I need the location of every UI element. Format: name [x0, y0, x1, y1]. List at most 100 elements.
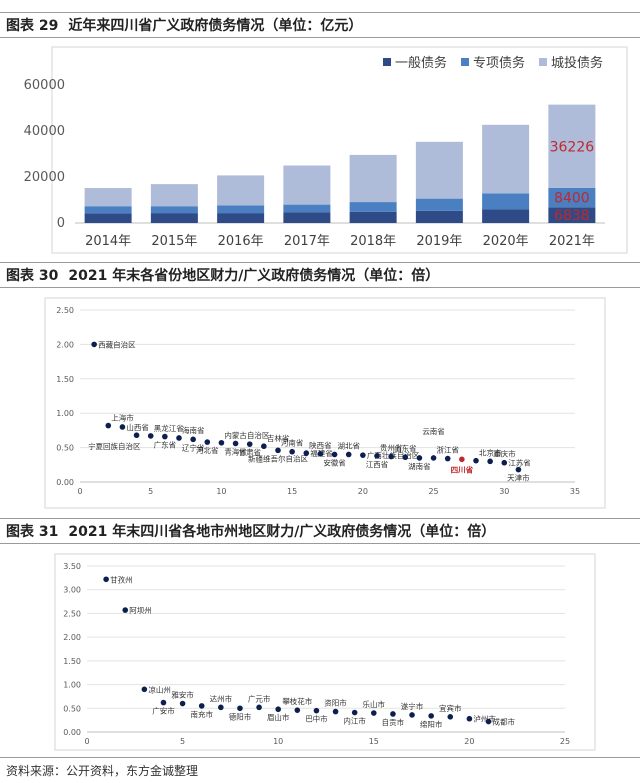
point-label: 辽宁省 — [182, 442, 205, 452]
x-tick-label: 35 — [570, 487, 580, 496]
data-point — [428, 713, 434, 719]
point-label: 湖北省 — [337, 440, 360, 450]
x-tick-label: 2019年 — [416, 234, 462, 249]
y-tick-label: 0.50 — [63, 704, 81, 713]
point-label: 内江市 — [343, 716, 366, 726]
point-label: 山西省 — [126, 422, 149, 432]
bar-segment — [217, 205, 265, 214]
y-tick-label: 1.50 — [63, 657, 81, 666]
data-point — [459, 456, 465, 463]
data-point — [103, 576, 109, 583]
data-point — [232, 440, 239, 447]
x-tick-label: 2014年 — [85, 234, 131, 249]
data-point — [390, 711, 396, 717]
y-tick-label: 60000 — [24, 78, 65, 93]
y-tick-label: 20000 — [24, 170, 65, 185]
x-tick-label: 15 — [287, 487, 297, 496]
point-label: 浙江省 — [436, 445, 459, 455]
point-label: 江西省 — [366, 459, 389, 469]
point-label: 南充市 — [190, 709, 213, 719]
data-point — [430, 455, 437, 461]
bar-segment — [283, 204, 331, 213]
x-tick-label: 20 — [464, 737, 474, 746]
legend-swatch — [383, 58, 391, 66]
point-label: 自贡市 — [382, 717, 405, 727]
data-point — [402, 454, 409, 461]
point-label: 西藏自治区 — [98, 339, 136, 349]
x-tick-label: 0 — [77, 487, 82, 496]
point-label: 泸州市 — [473, 714, 496, 724]
y-tick-label: 0.00 — [63, 728, 81, 737]
point-label: 吉林省 — [267, 433, 290, 443]
data-point — [294, 707, 301, 713]
y-tick-label: 2.50 — [56, 306, 74, 315]
bar-segment — [548, 104, 596, 188]
city-scatter-panel: 0.00 0.50 1.00 1.50 2.00 2.50 3.00 3.50 0 5 10 15 20… — [0, 546, 640, 756]
province-scatter-chart: 0.00 0.50 1.00 1.50 2.00 2.50 0 5 10 15 20 25 30 35 西藏… — [44, 297, 606, 509]
data-point — [162, 433, 168, 440]
figure-title-text: 2021 年末各省份地区财力/广义政府债务情况（单位：倍） — [68, 268, 440, 284]
x-tick-label: 10 — [273, 737, 283, 746]
figure-title-text: 近年来四川省广义政府债务情况（单位：亿元） — [68, 18, 363, 34]
data-label: 36226 — [550, 139, 595, 155]
x-tick-label: 25 — [560, 737, 570, 746]
data-point — [371, 710, 377, 716]
data-point — [374, 453, 380, 459]
data-point — [303, 450, 310, 456]
legend-swatch — [539, 58, 547, 66]
x-tick-label: 2015年 — [151, 234, 197, 249]
bar-segment — [217, 175, 265, 206]
point-label: 江苏省 — [508, 458, 531, 468]
y-tick-label: 0 — [57, 216, 65, 231]
stacked-bar-chart: 0 20000 40000 60000 2014年 2015年 2016年 2017年 2018… — [24, 46, 628, 254]
data-point — [141, 686, 148, 693]
data-point — [416, 455, 423, 461]
figure-30-title: 图表 30 2021 年末各省份地区财力/广义政府债务情况（单位：倍） — [0, 262, 640, 288]
point-label: 四川省 — [451, 464, 474, 474]
point-label: 资阳市 — [324, 698, 347, 708]
point-label: 巴中市 — [305, 714, 328, 724]
data-point — [256, 704, 262, 711]
point-label: 贵州省 — [380, 443, 403, 453]
data-point — [190, 436, 196, 443]
legend-label: 一般债务 — [395, 55, 447, 71]
x-tick-label: 5 — [180, 737, 185, 746]
city-scatter-chart: 0.00 0.50 1.00 1.50 2.00 2.50 3.00 3.50 0 5 10 15 20… — [54, 553, 596, 751]
x-tick-label: 2016年 — [218, 234, 264, 249]
data-point — [331, 451, 338, 458]
y-tick-label: 0.50 — [56, 444, 74, 453]
point-label: 攀枝花市 — [282, 696, 312, 706]
bar-segment — [482, 193, 530, 210]
data-point — [275, 706, 282, 713]
point-label: 北京市 — [479, 448, 502, 458]
data-point — [515, 466, 522, 473]
y-tick-label: 0.00 — [56, 478, 74, 487]
point-label: 内蒙古自治区 — [224, 430, 269, 440]
point-label: 陕西省 — [309, 440, 332, 450]
y-tick-label: 3.50 — [63, 562, 81, 571]
data-point — [501, 459, 508, 466]
x-tick-label: 10 — [216, 487, 226, 496]
data-label: 8400 — [554, 191, 590, 207]
bar-segment — [84, 206, 132, 214]
data-point — [409, 712, 415, 718]
legend-label: 专项债务 — [473, 55, 525, 71]
point-label: 青海省 — [224, 446, 247, 456]
data-point — [360, 452, 366, 458]
bar-chart-panel: 0 20000 40000 60000 2014年 2015年 2016年 2017年 2018… — [0, 40, 640, 260]
bar-segment — [150, 206, 198, 214]
point-label: 安徽省 — [323, 457, 346, 467]
data-point — [447, 714, 454, 720]
data-point — [119, 424, 126, 430]
point-label: 乐山市 — [363, 699, 386, 709]
figure-number: 图表 31 — [6, 524, 59, 540]
bar-segment — [349, 211, 397, 223]
data-point — [487, 458, 493, 465]
bar-segment — [283, 212, 331, 223]
data-point — [261, 443, 267, 450]
point-label: 广安市 — [152, 706, 175, 716]
data-point — [332, 708, 339, 715]
point-label: 甘肃省 — [238, 447, 261, 457]
y-tick-label: 2.50 — [63, 609, 81, 618]
figure-31-title: 图表 31 2021 年末四川省各地市州地区财力/广义政府债务情况（单位：倍） — [0, 518, 640, 544]
